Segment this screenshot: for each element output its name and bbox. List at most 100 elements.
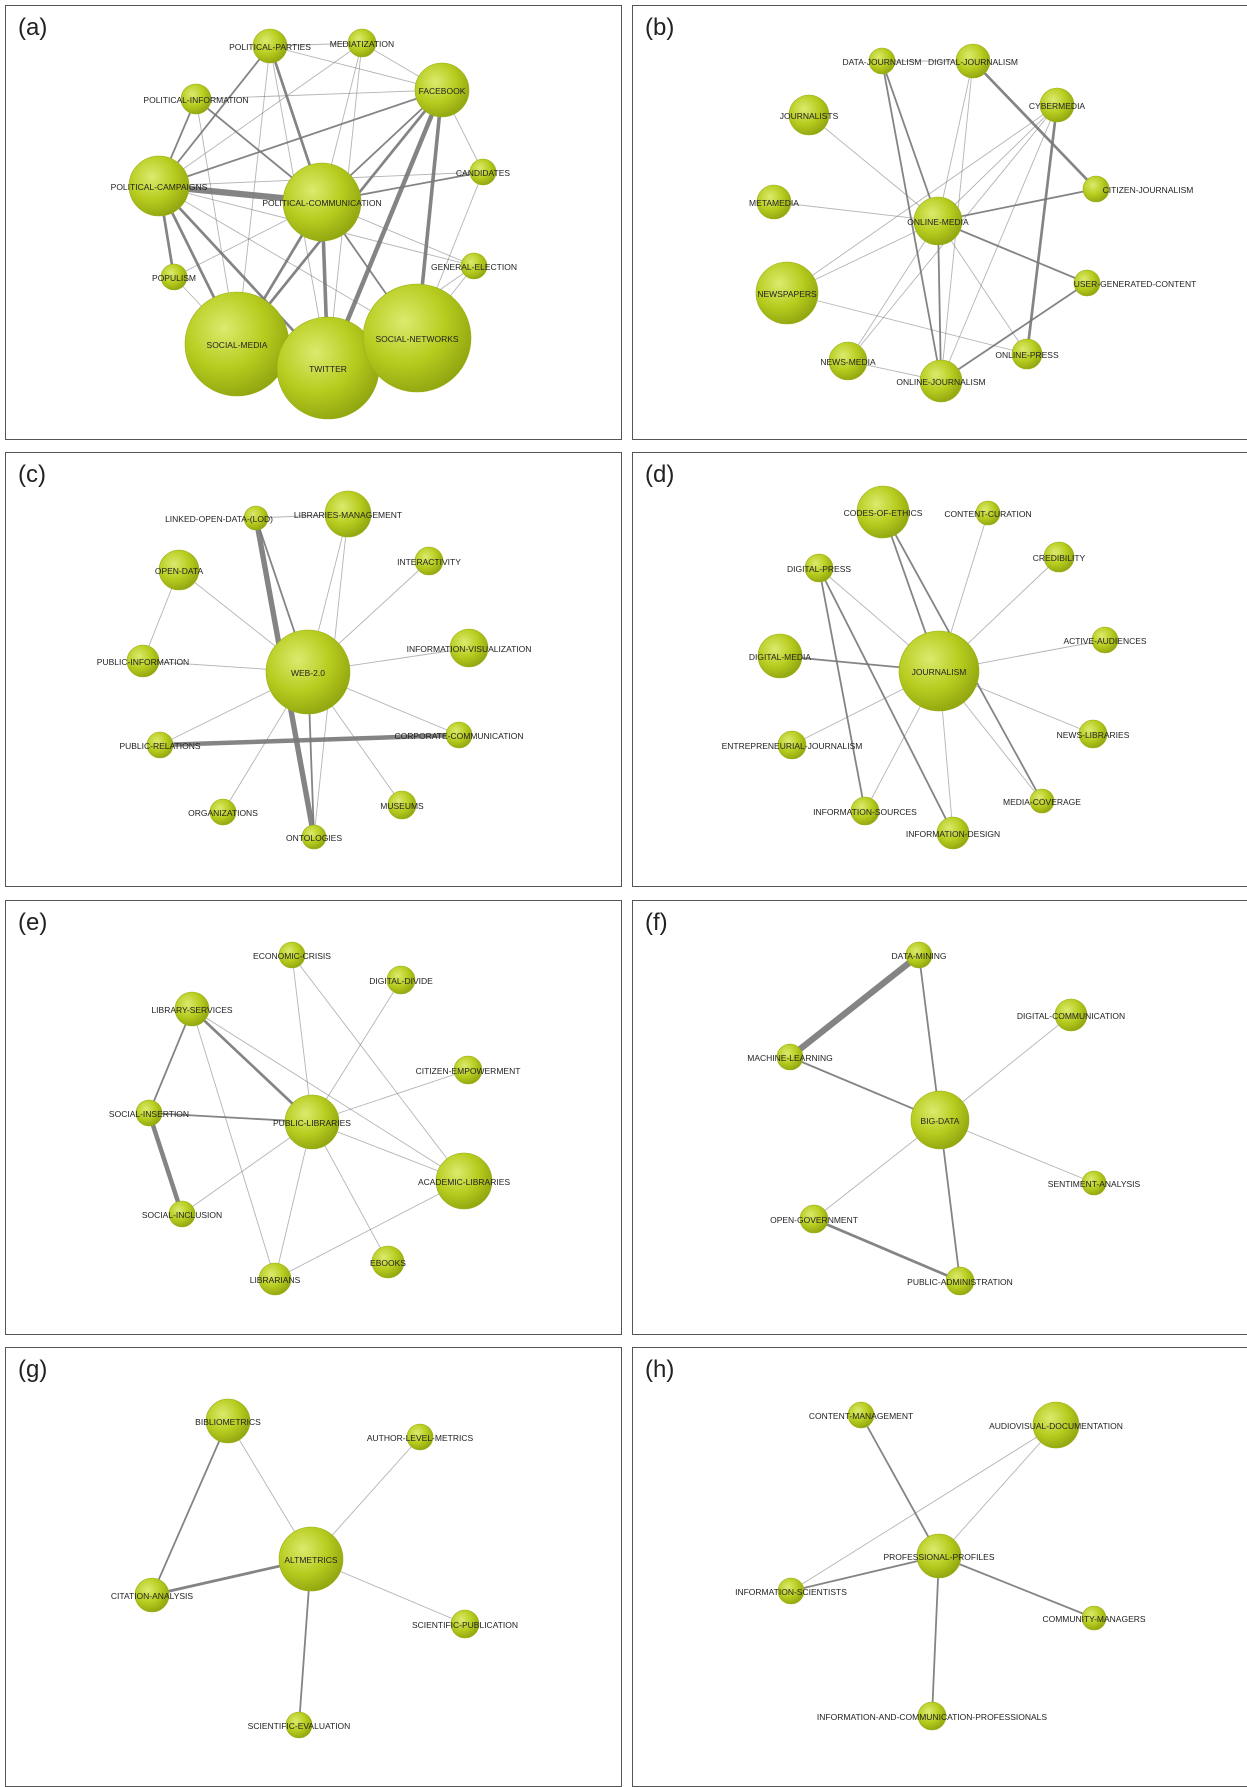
node-label-general-election: GENERAL-ELECTION <box>431 262 517 272</box>
network-graph: CODES-OF-ETHICS CONTENT-CURATION CREDIBILI… <box>722 485 1147 850</box>
node-citizen-empowerment <box>453 1055 483 1085</box>
nodes <box>135 941 493 1296</box>
node-linked-open-data-lod <box>243 505 269 531</box>
node-sentiment-analysis <box>1081 1170 1107 1196</box>
node-label-digital-journalism: DIGITAL-JOURNALISM <box>928 57 1018 67</box>
edge-library-services--academic-libraries <box>191 1008 465 1182</box>
node-label-museums: MUSEUMS <box>380 801 424 811</box>
node-journalism <box>898 630 980 712</box>
node-label-social-media: SOCIAL-MEDIA <box>207 340 268 350</box>
node-interactivity <box>414 546 444 576</box>
node-museums <box>387 790 417 820</box>
nodes <box>126 490 489 850</box>
node-label-economic-crisis: ECONOMIC-CRISIS <box>253 951 331 961</box>
edge-political-information--facebook <box>195 89 443 100</box>
node-active-audiences <box>1091 626 1119 654</box>
node-label-citizen-empowerment: CITIZEN-EMPOWERMENT <box>416 1066 521 1076</box>
edge-online-media--online-press <box>937 220 1028 355</box>
nodes <box>757 485 1119 850</box>
node-label-machine-learning: MACHINE-LEARNING <box>747 1053 832 1063</box>
edge-online-media--online-journalism <box>937 220 942 382</box>
node-audiovisual-documentation <box>1032 1401 1080 1449</box>
node-label-information-visualization: INFORMATION-VISUALIZATION <box>407 644 532 654</box>
node-label-citation-analysis: CITATION-ANALYSIS <box>111 1591 194 1601</box>
nodes <box>776 941 1107 1296</box>
edge-newspapers--online-press <box>786 292 1028 355</box>
panel-label: (b) <box>645 14 675 41</box>
node-label-digital-media: DIGITAL-MEDIA <box>749 652 812 662</box>
node-label-political-parties: POLITICAL-PARTIES <box>229 42 311 52</box>
panel-a: POLITICAL-PARTIES MEDIATIZATION POLITICAL-… <box>5 5 622 440</box>
node-label-citizen-journalism: CITIZEN-JOURNALISM <box>1103 185 1194 195</box>
node-labels: BIBLIOMETRICS AUTHOR-LEVEL-METRICS ALTMETR… <box>111 1417 518 1731</box>
node-label-scientific-publication: SCIENTIFIC-PUBLICATION <box>412 1620 518 1630</box>
node-newspapers <box>755 261 819 325</box>
node-data-journalism <box>868 47 896 75</box>
node-public-information <box>126 644 160 678</box>
panel-g: BIBLIOMETRICS AUTHOR-LEVEL-METRICS ALTMETR… <box>5 1347 622 1787</box>
node-label-bibliometrics: BIBLIOMETRICS <box>195 1417 261 1427</box>
node-label-content-management: CONTENT-MANAGEMENT <box>809 1411 913 1421</box>
node-academic-libraries <box>435 1152 493 1210</box>
node-label-open-data: OPEN-DATA <box>155 566 204 576</box>
node-label-candidates: CANDIDATES <box>456 168 510 178</box>
edge-librarians--academic-libraries <box>274 1180 465 1280</box>
nodes <box>755 43 1110 403</box>
node-labels: LINKED-OPEN-DATA-(LOD) LIBRARIES-MANAGEME… <box>97 510 532 843</box>
node-label-web-2-0: WEB-2.0 <box>291 668 325 678</box>
node-altmetrics <box>278 1526 344 1592</box>
node-labels: CONTENT-MANAGEMENT AUDIOVISUAL-DOCUMENTAT… <box>735 1411 1146 1722</box>
node-label-social-inclusion: SOCIAL-INCLUSION <box>142 1210 222 1220</box>
panel-e: ECONOMIC-CRISIS DIGITAL-DIVIDE LIBRARY-SER… <box>5 900 622 1335</box>
node-label-journalism: JOURNALISM <box>912 667 967 677</box>
panel-label: (e) <box>18 909 48 936</box>
node-codes-of-ethics <box>856 485 910 539</box>
node-label-cybermedia: CYBERMEDIA <box>1029 101 1086 111</box>
node-citizen-journalism <box>1082 175 1110 203</box>
node-labels: DATA-MINING DIGITAL-COMMUNICATION MACHINE-… <box>747 951 1140 1287</box>
node-public-administration <box>945 1266 975 1296</box>
node-label-public-administration: PUBLIC-ADMINISTRATION <box>907 1277 1013 1287</box>
edge-online-media--citizen-journalism <box>937 188 1097 222</box>
node-label-content-curation: CONTENT-CURATION <box>944 509 1031 519</box>
network-graph: BIBLIOMETRICS AUTHOR-LEVEL-METRICS ALTMETR… <box>111 1398 518 1739</box>
edge-cybermedia--online-journalism <box>940 104 1058 382</box>
edge-information-scientists--audiovisual-documentation <box>790 1424 1057 1592</box>
edge-information-scientists--professional-profiles <box>790 1555 940 1592</box>
node-political-parties <box>252 28 288 64</box>
panel-h: CONTENT-MANAGEMENT AUDIOVISUAL-DOCUMENTAT… <box>632 1347 1247 1787</box>
edge-professional-profiles--community-managers <box>938 1555 1095 1619</box>
node-social-inclusion <box>168 1200 196 1228</box>
edge-news-media--online-media <box>847 220 939 362</box>
panel-c: LINKED-OPEN-DATA-(LOD) LIBRARIES-MANAGEME… <box>5 452 622 887</box>
node-journalists <box>788 94 830 136</box>
node-online-journalism <box>919 359 963 403</box>
panel-label: (h) <box>645 1356 675 1383</box>
node-labels: ECONOMIC-CRISIS DIGITAL-DIVIDE LIBRARY-SER… <box>109 951 520 1285</box>
node-scientific-evaluation <box>285 1711 313 1739</box>
node-news-libraries <box>1078 719 1108 749</box>
node-label-information-scientists: INFORMATION-SCIENTISTS <box>735 1587 847 1597</box>
edge-data-journalism--online-journalism <box>881 60 942 382</box>
panel-label: (d) <box>645 461 675 488</box>
edge-data-mining--machine-learning <box>786 951 923 1061</box>
node-label-journalists: JOURNALISTS <box>780 111 839 121</box>
node-label-organizations: ORGANIZATIONS <box>188 808 258 818</box>
edge-digital-divide--public-libraries <box>311 979 402 1123</box>
node-bibliometrics <box>205 1398 251 1444</box>
edge-cybermedia--online-media <box>937 104 1058 222</box>
node-label-academic-libraries: ACADEMIC-LIBRARIES <box>418 1177 510 1187</box>
node-scientific-publication <box>450 1609 480 1639</box>
edge-bibliometrics--citation-analysis <box>151 1420 229 1596</box>
node-digital-divide <box>386 965 416 995</box>
node-label-digital-divide: DIGITAL-DIVIDE <box>369 976 433 986</box>
panel-d: CODES-OF-ETHICS CONTENT-CURATION CREDIBILI… <box>632 452 1247 887</box>
node-library-services <box>174 991 210 1027</box>
node-economic-crisis <box>278 941 306 969</box>
edge-professional-profiles--information-and-communication-professionals <box>931 1555 940 1717</box>
node-label-twitter: TWITTER <box>309 364 347 374</box>
node-ebooks <box>371 1245 405 1279</box>
node-community-managers <box>1081 1605 1107 1631</box>
node-label-online-journalism: ONLINE-JOURNALISM <box>896 377 985 387</box>
edge-social-insertion--social-inclusion <box>146 1110 185 1217</box>
